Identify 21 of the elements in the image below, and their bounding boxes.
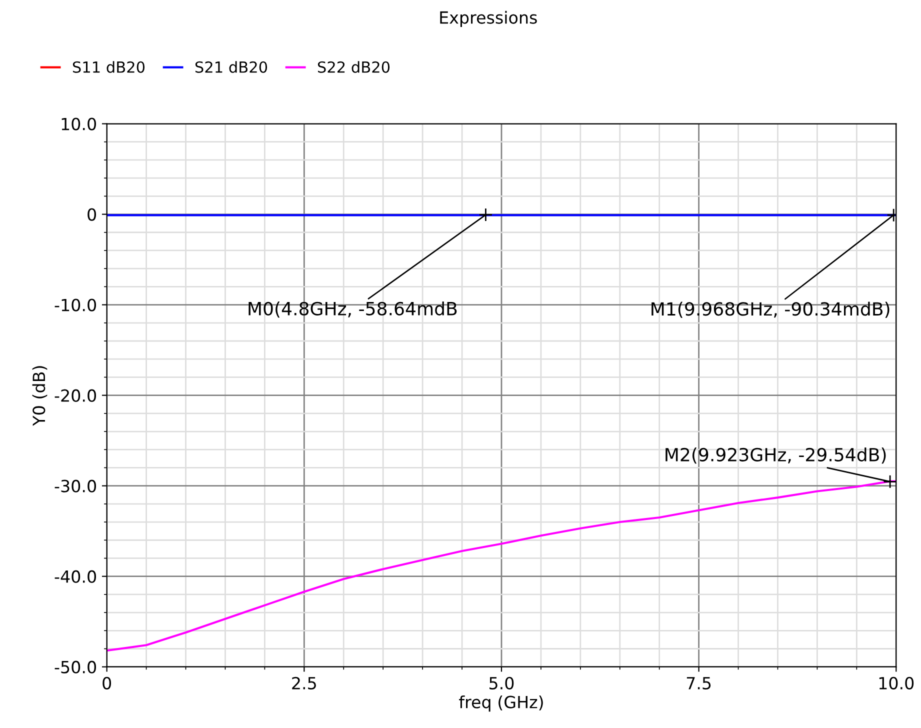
y-tick-label: -40.0 (54, 570, 96, 583)
annotation: M2(9.923GHz, -29.54dB) (666, 448, 886, 464)
x-tick-label: 10.0 (879, 676, 914, 690)
annotation: M1(9.968GHz, -90.34mdB) (652, 302, 890, 318)
x-tick-label: 0 (102, 676, 112, 690)
annotation: M0(4.8GHz, -58.64mdB (248, 302, 457, 318)
chart-title: Expressions (440, 10, 537, 28)
x-tick-label: 5.0 (490, 676, 514, 690)
legend-label: S21 dB20 (195, 61, 268, 73)
y-axis-title: Y0 (dB) (32, 366, 48, 426)
x-axis-title: freq (GHz) (459, 695, 543, 712)
y-tick-label: 0 (88, 208, 96, 221)
y-tick-label: -20.0 (54, 389, 96, 402)
x-tick-label: 7.5 (686, 677, 711, 690)
y-tick-label: -10.0 (54, 298, 96, 312)
legend-label: S22 dB20 (318, 61, 390, 73)
y-tick-label: 10.0 (62, 118, 96, 130)
y-tick-label: -50.0 (54, 660, 96, 674)
legend-label: S11 dB20 (72, 61, 145, 73)
y-tick-label: -30.0 (54, 480, 96, 492)
x-tick-label: 2.5 (292, 676, 316, 690)
